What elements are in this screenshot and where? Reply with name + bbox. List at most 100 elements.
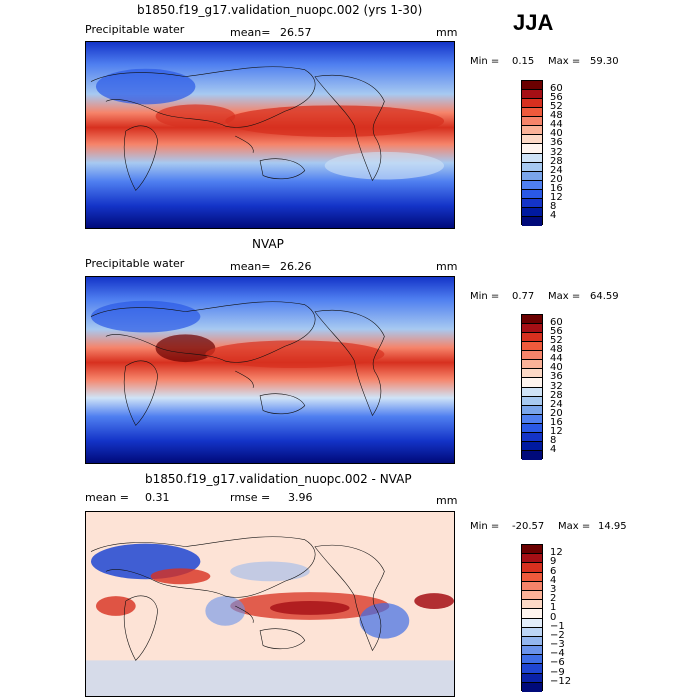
colorbar-swatch [522,198,542,208]
panel-2-map [85,276,455,464]
colorbar-tick-label: 28 [550,389,563,401]
panel-3-rmse-value: 3.96 [288,491,313,504]
colorbar-tick-label: −2 [550,629,565,641]
colorbar-tick-label: 4 [550,209,557,221]
colorbar-swatch [522,590,542,601]
colorbar-tick-label: 32 [550,380,563,392]
panel-3-min-label: Min = [470,521,500,532]
colorbar-swatch [522,108,542,118]
colorbar-tick-label: −3 [550,639,565,651]
colorbar-tick-label: 8 [550,434,557,446]
colorbar-swatch [522,333,542,343]
colorbar-tick-label: 20 [550,173,563,185]
colorbar-swatch [522,581,542,591]
colorbar-swatch [522,171,542,181]
panel-1-mean-label: mean= [230,26,271,39]
panel-3-max-value: 14.95 [598,521,627,532]
colorbar-tick-label: 12 [550,425,563,437]
panel-2-min-value: 0.77 [512,291,535,302]
colorbar-swatch [522,81,542,91]
colorbar-swatch [522,207,542,217]
panel-2-title: NVAP [252,237,284,251]
panel-1-units: mm [436,26,458,39]
colorbar-swatch [522,432,542,442]
colorbar-tick-label: 16 [550,416,563,428]
colorbar-swatch [522,450,542,460]
panel-1-colorbar [521,80,543,226]
colorbar-tick-label: 36 [550,137,563,149]
colorbar-swatch [522,682,542,692]
panel-2-max-value: 64.59 [590,291,619,302]
panel-3-rmse-label: rmse = [230,491,271,504]
panel-1-min-label: Min = [470,56,500,67]
colorbar-tick-label: 0 [550,611,557,623]
colorbar-swatch [522,627,542,637]
season-label: JJA [513,10,554,35]
colorbar-tick-label: 1 [550,602,557,614]
colorbar-swatch [522,90,542,100]
colorbar-tick-label: 40 [550,128,563,140]
colorbar-swatch [522,563,542,573]
panel-1-field-label: Precipitable water [85,23,185,36]
colorbar-tick-label: 6 [550,565,557,577]
colorbar-tick-label: 36 [550,371,563,383]
colorbar-swatch [522,189,542,199]
colorbar-tick-label: −4 [550,648,565,660]
colorbar-tick-label: 56 [550,326,563,338]
colorbar-tick-label: 8 [550,200,557,212]
colorbar-tick-label: −6 [550,657,565,669]
colorbar-tick-label: 56 [550,92,563,104]
panel-2-mean-label: mean= [230,260,271,273]
colorbar-swatch [522,324,542,334]
colorbar-swatch [522,673,542,683]
colorbar-tick-label: 24 [550,398,563,410]
colorbar-swatch [522,216,542,226]
colorbar-swatch [522,646,542,656]
colorbar-swatch [522,342,542,352]
colorbar-swatch [522,600,542,610]
colorbar-tick-label: 60 [550,83,563,95]
colorbar-tick-label: 52 [550,101,563,113]
panel-1-map [85,41,455,229]
colorbar-swatch [522,378,542,388]
colorbar-swatch [522,664,542,674]
colorbar-swatch [522,572,542,582]
colorbar-tick-label: −9 [550,666,565,678]
colorbar-tick-label: 4 [550,443,557,455]
panel-3-colorbar [521,544,543,692]
colorbar-tick-label: −1 [550,620,565,632]
panel-3-mean-value: 0.31 [145,491,170,504]
colorbar-swatch [522,387,542,397]
colorbar-swatch [522,423,542,433]
panel-3-mean-label: mean = [85,491,129,504]
panel-1-min-value: 0.15 [512,56,535,67]
panel-2-units: mm [436,260,458,273]
colorbar-swatch [522,315,542,325]
colorbar-swatch [522,117,542,127]
colorbar-tick-label: 20 [550,407,563,419]
panel-1-mean-value: 26.57 [280,26,312,39]
panel-1-max-value: 59.30 [590,56,619,67]
colorbar-swatch [522,99,542,109]
panel-2-mean-value: 26.26 [280,260,312,273]
colorbar-tick-label: 32 [550,146,563,158]
panel-3-max-label: Max = [558,521,591,532]
colorbar-swatch [522,144,542,154]
panel-2-max-label: Max = [548,291,581,302]
colorbar-tick-label: 24 [550,164,563,176]
colorbar-tick-label: 48 [550,110,563,122]
panel-1-title: b1850.f19_g17.validation_nuopc.002 (yrs … [137,3,423,17]
panel-3-map [85,511,455,697]
colorbar-swatch [522,162,542,172]
colorbar-swatch [522,126,542,136]
colorbar-swatch [522,180,542,190]
panel-2-colorbar [521,314,543,460]
panel-3-title: b1850.f19_g17.validation_nuopc.002 - NVA… [145,472,412,486]
colorbar-swatch [522,396,542,406]
colorbar-tick-label: 48 [550,344,563,356]
colorbar-tick-label: 44 [550,119,563,131]
colorbar-tick-label: 9 [550,556,557,568]
colorbar-swatch [522,609,542,619]
colorbar-tick-label: −12 [550,675,572,687]
colorbar-swatch [522,153,542,163]
